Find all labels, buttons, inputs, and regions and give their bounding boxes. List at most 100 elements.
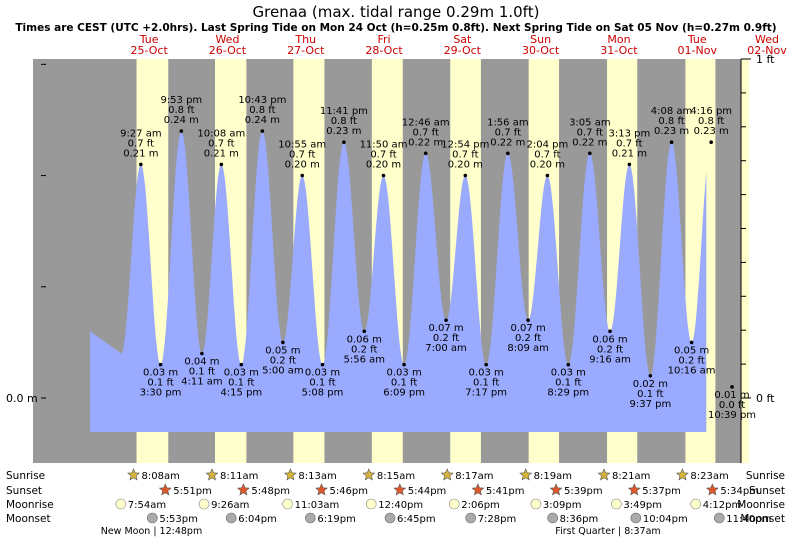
sunrise-time: 8:15am: [377, 471, 415, 482]
low-tide-time: 9:37 pm: [629, 399, 671, 410]
row-label-sunset-right: Sunset: [749, 485, 785, 497]
sunrise-icon: [362, 468, 376, 481]
sunset-icon: [549, 483, 563, 496]
moonrise-icon: [282, 498, 293, 510]
low-tide-time: 10:39 pm: [708, 410, 756, 421]
day-label-name: Wed: [755, 33, 779, 46]
left-axis-label: 0.0 m: [6, 392, 38, 405]
high-tide-m: 0.21 m: [123, 148, 158, 159]
high-tide-time: 12:54 pm: [441, 140, 489, 151]
tide-point: [219, 162, 224, 167]
high-tide-time: 4:08 am: [651, 106, 693, 117]
high-tide-time: 12:46 am: [402, 117, 450, 128]
high-tide-ft: 0.8 ft: [249, 105, 275, 116]
tide-point: [730, 385, 734, 389]
tide-point: [179, 129, 184, 133]
sunrise-icon: [519, 468, 533, 481]
day-label-date: 02-Nov: [747, 44, 787, 57]
high-tide-time: 3:05 am: [569, 117, 611, 128]
tide-point: [342, 140, 346, 144]
tide-curve: [90, 131, 707, 432]
row-label-moonset-left: Moonset: [6, 513, 51, 525]
day-label-date: 28-Oct: [365, 44, 403, 57]
moonset-icon: [305, 512, 316, 524]
tide-point: [281, 340, 285, 345]
high-tide-time: 11:50 am: [360, 140, 408, 151]
sunrise-time: 8:08am: [142, 471, 180, 482]
tide-point: [260, 129, 265, 133]
sunset-time: 5:37pm: [642, 486, 681, 497]
moonset-time: 8:36pm: [560, 514, 599, 525]
high-tide-ft: 0.7 ft: [128, 138, 154, 149]
moonrise-icon: [365, 498, 377, 510]
day-label-name: Tue: [139, 33, 159, 46]
low-tide-ft: 0.2 ft: [597, 344, 623, 355]
high-tide-ft: 0.8 ft: [658, 116, 684, 127]
sunset-icon: [705, 483, 719, 496]
tide-point: [545, 173, 550, 178]
high-tide-time: 10:55 am: [278, 140, 326, 151]
low-tide-ft: 0.1 ft: [637, 389, 663, 400]
moon-phase-label: First Quarter | 8:37am: [555, 526, 660, 537]
low-tide-ft: 0.0 ft: [719, 400, 745, 411]
sunrise-time: 8:17am: [455, 471, 493, 482]
sunset-time: 5:39pm: [564, 486, 603, 497]
low-tide-ft: 0.1 ft: [309, 378, 335, 389]
day-labels: Tue25-OctWed26-OctThu27-OctFri28-OctSat2…: [131, 33, 788, 57]
sunset-icon: [471, 483, 485, 496]
low-tide-time: 7:00 am: [425, 343, 467, 354]
high-tide-ft: 0.7 ft: [616, 138, 642, 149]
low-tide-m: 0.03 m: [305, 368, 340, 379]
right-axis-strip: [741, 59, 749, 463]
sunset-time: 5:44pm: [408, 486, 447, 497]
high-tide-m: 0.23 m: [326, 126, 361, 137]
high-tide-m: 0.24 m: [164, 115, 199, 126]
tide-point: [239, 362, 244, 367]
high-tide-time: 10:08 am: [197, 128, 245, 139]
tide-point: [423, 151, 428, 156]
low-tide-m: 0.01 m: [714, 390, 749, 401]
high-tide-m: 0.21 m: [204, 148, 239, 159]
sunset-time: 5:48pm: [251, 486, 290, 497]
low-tide-ft: 0.1 ft: [391, 378, 417, 389]
sunset-icon: [393, 483, 407, 496]
sunset-time: 5:46pm: [329, 486, 368, 497]
high-tide-ft: 0.7 ft: [289, 150, 315, 161]
tide-point: [506, 151, 510, 156]
moonset-icon: [225, 512, 237, 524]
low-tide-ft: 0.1 ft: [555, 378, 581, 389]
right-axis-label: 0 ft: [756, 392, 775, 405]
day-label-date: 25-Oct: [131, 44, 169, 57]
low-tide-time: 8:09 am: [507, 343, 549, 354]
moonrise-time: 11:03am: [295, 500, 340, 511]
moonrise-icon: [611, 498, 622, 510]
low-tide-time: 5:56 am: [343, 354, 385, 365]
row-label-moonrise-right: Moonrise: [737, 499, 785, 511]
day-label-name: Sun: [530, 33, 551, 46]
low-tide-time: 4:11 am: [181, 377, 223, 388]
high-tide-time: 9:53 pm: [160, 95, 202, 106]
low-tide-time: 3:30 pm: [140, 388, 182, 399]
tide-point: [463, 173, 468, 178]
high-tide-time: 9:27 am: [120, 128, 162, 139]
row-label-sunset-left: Sunset: [6, 485, 42, 497]
low-tide-time: 5:00 am: [262, 365, 304, 376]
tide-point: [402, 362, 406, 367]
high-tide-ft: 0.7 ft: [452, 150, 478, 161]
moonset-time: 5:53pm: [159, 514, 198, 525]
sunrise-icon: [597, 468, 611, 481]
tide-point: [669, 140, 674, 144]
tide-point: [381, 173, 386, 178]
moonset-time: 10:04pm: [643, 514, 688, 525]
day-label-name: Tue: [687, 33, 707, 46]
moonrise-time: 9:26am: [211, 500, 249, 511]
low-tide-ft: 0.2 ft: [351, 344, 377, 355]
moonrise-icon: [448, 498, 460, 510]
chart-subtitle: Times are CEST (UTC +2.0hrs). Last Sprin…: [15, 22, 776, 34]
moon-phase-label: New Moon | 12:48pm: [101, 526, 203, 537]
sunrise-time: 8:13am: [298, 471, 336, 482]
high-tide-m: 0.23 m: [694, 126, 729, 137]
almanac-table: Sunrise Sunset Moonrise Moonset Sunrise …: [6, 468, 785, 537]
tide-point: [689, 340, 694, 345]
low-tide-time: 9:16 am: [589, 354, 631, 365]
